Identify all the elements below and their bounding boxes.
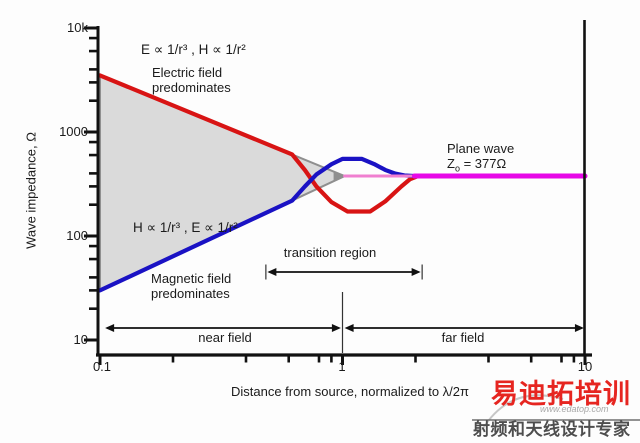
far-field-arrow-left-head-icon [344,324,354,332]
plane-wave-label: Plane wave Zo = 377Ω [447,141,515,174]
x-axis-title: Distance from source, normalized to λ/2π [230,384,469,399]
electric-field-label-line2: predominates [152,79,231,95]
far-field-arrow-right-head-icon [574,324,584,332]
magnetic-field-formula: H ∝ 1/r³ , E ∝ 1/r² [133,220,238,235]
transition-region-label: transition region [283,245,377,260]
watermark-tagline: 射频和天线设计专家 [473,420,631,439]
magnetic-field-label-line1: Magnetic field [151,271,232,286]
magnetic-field-label: Magnetic field predominates [151,271,232,302]
near-field-arrow-right-head-icon [331,324,341,332]
plane-wave-label-line1: Plane wave [447,141,515,156]
electric-field-formula: E ∝ 1/r³ , H ∝ 1/r² [141,42,246,57]
near-field-arrow-left-head-icon [105,324,115,332]
x-tick-label-10: 10 [577,359,593,374]
y-tick-label-10k: 10k [67,20,88,35]
transition-region-arrow-right-head-icon [411,268,421,276]
electric-field-label-line1: Electric field [152,65,223,80]
magnetic-field-impedance-curve [97,156,418,293]
x-tick-label-0.1: 0.1 [92,359,112,374]
near-field-label: near field [198,330,252,345]
y-tick-label-10: 10 [73,332,88,347]
plane-wave-impedance-value: Zo = 377Ω [447,155,507,174]
x-tick-label-1: 1 [338,359,346,374]
electric-field-label: Electric field predominates [152,65,231,96]
far-field-label: far field [441,330,485,345]
electric-field-impedance-curve [97,73,421,214]
watermark-url: www.edatop.com [540,404,609,414]
watermark-swoosh-icon [481,394,564,431]
y-tick-label-100: 100 [66,228,88,243]
y-axis-title: Wave impedance, Ω [23,132,39,249]
transition-region-arrow-left-head-icon [267,268,277,276]
wedge-apex-arrow-icon [333,171,345,181]
magnetic-field-label-line2: predominates [151,285,230,301]
y-tick-label-1000: 1000 [59,124,88,139]
watermark-brand-logo: 易迪拓培训 [491,379,631,409]
